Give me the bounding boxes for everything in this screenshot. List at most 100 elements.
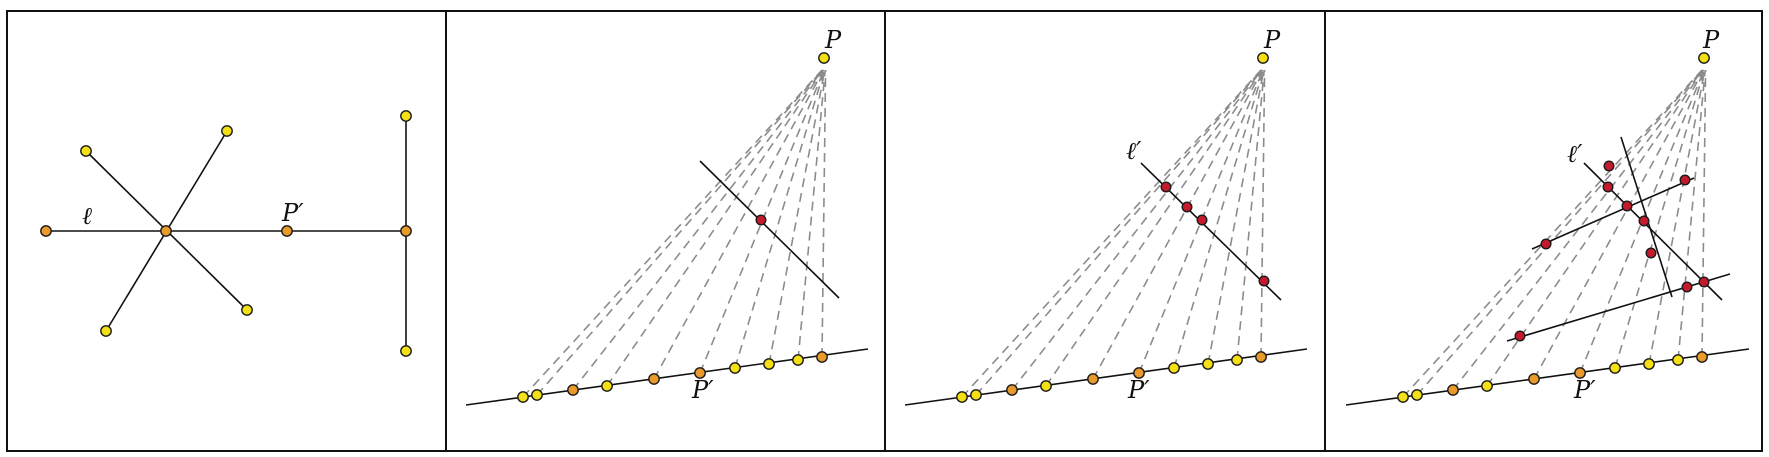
base-point-7 — [729, 362, 741, 374]
projection-ray-5 — [1092, 69, 1264, 380]
red-point-2 — [1621, 200, 1633, 212]
panel-1-lines — [46, 116, 407, 351]
projection-ray-3 — [572, 69, 824, 391]
label-l-prime: ℓ′ — [1567, 140, 1583, 168]
upper-line — [1531, 177, 1695, 250]
red-point-4 — [1258, 275, 1270, 287]
base-point-10 — [1696, 351, 1708, 363]
projection-ray-5 — [1533, 69, 1705, 380]
base-point-6 — [694, 367, 706, 379]
base-point-10 — [1255, 351, 1267, 363]
point-p — [1257, 52, 1269, 64]
projection-ray-10 — [1701, 69, 1707, 358]
base-point-5 — [1528, 373, 1540, 385]
projection-ray-9 — [1677, 69, 1706, 361]
base-point-6 — [1133, 367, 1145, 379]
panel-2-lines — [465, 160, 869, 406]
label-p: P — [824, 26, 842, 54]
point-2 — [221, 125, 233, 137]
base-point-5 — [648, 373, 660, 385]
projection-ray-3 — [1011, 69, 1263, 391]
base-point-6 — [1574, 367, 1586, 379]
projection-ray-8 — [1207, 69, 1265, 365]
base-point-8 — [1202, 358, 1214, 370]
red-point-3 — [1638, 215, 1650, 227]
projection-ray-7 — [734, 69, 826, 369]
panel-3-rays — [961, 69, 1266, 398]
label-p: P — [1263, 26, 1281, 54]
projection-ray-1 — [961, 69, 1262, 398]
red-point-1 — [1603, 160, 1615, 172]
label-l-prime: ℓ′ — [1126, 137, 1142, 165]
panel-4-points — [1397, 52, 1710, 403]
base-point-4 — [1040, 380, 1052, 392]
red-point-5 — [1602, 181, 1614, 193]
panel-4: P P′ ℓ′ — [1345, 26, 1750, 406]
panel-3-lines — [904, 162, 1308, 406]
red-point-6 — [1679, 174, 1691, 186]
base-point-5 — [1087, 373, 1099, 385]
red-point-1 — [1160, 181, 1172, 193]
line-l — [699, 160, 840, 299]
projection-ray-7 — [1173, 69, 1265, 369]
point-p — [1698, 52, 1710, 64]
projection-ray-2 — [536, 69, 824, 396]
base-point-3 — [1006, 384, 1018, 396]
projection-ray-5 — [653, 69, 825, 380]
base-point-2 — [970, 389, 982, 401]
base-point-3 — [1447, 384, 1459, 396]
projection-ray-10 — [821, 69, 827, 358]
projection-ray-4 — [606, 69, 824, 387]
label-p-prime: P′ — [1127, 376, 1150, 404]
panel-2: P P′ — [465, 26, 869, 406]
base-point-1 — [1397, 391, 1409, 403]
base-point-7 — [1168, 362, 1180, 374]
base-point-9 — [792, 354, 804, 366]
point-7 — [400, 225, 412, 237]
red-point-10 — [1514, 330, 1526, 342]
label-l: ℓ — [82, 202, 92, 230]
red-point-4 — [1645, 247, 1657, 259]
panel-2-rays — [522, 69, 827, 398]
point-9 — [241, 304, 253, 316]
point-1 — [80, 145, 92, 157]
base-point-8 — [1643, 358, 1655, 370]
point-3 — [400, 110, 412, 122]
projection-ray-6 — [1579, 69, 1705, 374]
base-point-8 — [763, 358, 775, 370]
base-point-9 — [1231, 354, 1243, 366]
point-10 — [400, 345, 412, 357]
point-8 — [100, 325, 112, 337]
projection-ray-8 — [768, 69, 826, 365]
point-6 — [281, 225, 293, 237]
base-point-10 — [816, 351, 828, 363]
panel-3: P P′ ℓ′ — [904, 26, 1308, 406]
point-4 — [40, 225, 52, 237]
projection-ray-9 — [1236, 69, 1265, 361]
label-p-prime: P′ — [1573, 376, 1596, 404]
base-point-1 — [517, 391, 529, 403]
projection-ray-3 — [1452, 69, 1704, 391]
projection-ray-8 — [1648, 69, 1706, 365]
red-point-7 — [1540, 238, 1552, 250]
lower-line — [1506, 273, 1731, 342]
panel-4-rays — [1402, 69, 1707, 398]
point-p — [818, 52, 830, 64]
red-point-8 — [1681, 281, 1693, 293]
label-p-prime: P′ — [691, 376, 714, 404]
red-point-3 — [1196, 214, 1208, 226]
base-point-2 — [1411, 389, 1423, 401]
panel-2-points — [517, 52, 830, 403]
projection-ray-7 — [1614, 69, 1706, 369]
projection-ray-1 — [1402, 69, 1703, 398]
panel-1-points — [40, 110, 412, 357]
projection-ray-9 — [797, 69, 826, 361]
point-5 — [160, 225, 172, 237]
projection-ray-4 — [1045, 69, 1263, 387]
projection-ray-2 — [975, 69, 1263, 396]
red-point-9 — [1698, 276, 1710, 288]
label-p: P — [1702, 26, 1720, 54]
base-point-9 — [1672, 354, 1684, 366]
base-point-4 — [1481, 380, 1493, 392]
panel-3-points — [956, 52, 1270, 403]
